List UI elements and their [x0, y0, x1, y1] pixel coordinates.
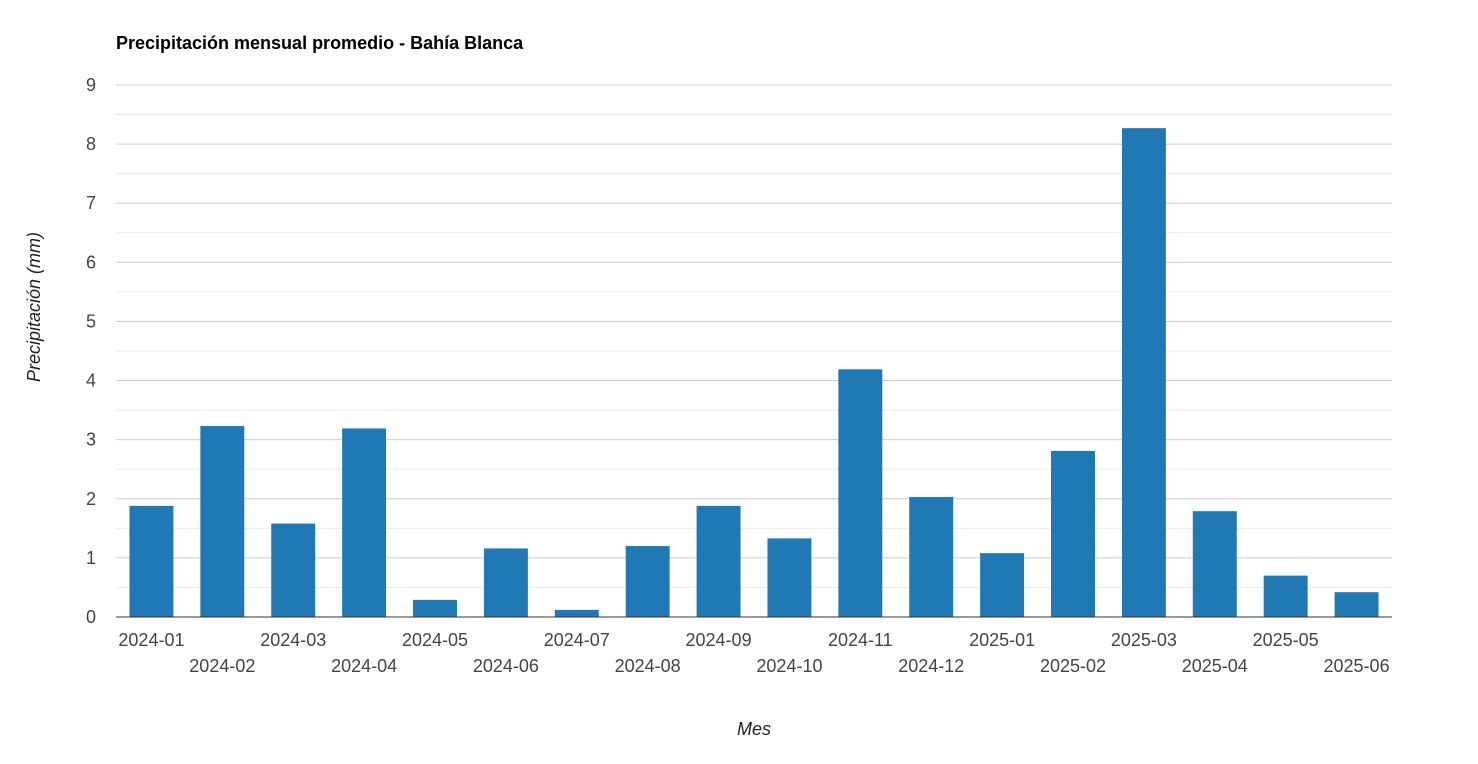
x-tick-label: 2024-11 — [828, 630, 893, 650]
x-tick-label: 2025-02 — [1040, 656, 1106, 676]
y-tick-label: 6 — [86, 252, 96, 272]
bar-2024-06 — [483, 548, 528, 617]
bars — [129, 128, 1379, 617]
y-tick-label: 8 — [86, 134, 96, 154]
y-tick-label: 5 — [86, 311, 96, 331]
x-tick-label: 2024-08 — [615, 656, 681, 676]
y-tick-label: 2 — [86, 489, 96, 509]
x-tick-labels: 2024-012024-022024-032024-042024-052024-… — [118, 630, 1389, 676]
x-tick-label: 2025-06 — [1324, 656, 1390, 676]
y-tick-label: 9 — [86, 75, 96, 95]
bar-2024-09 — [696, 505, 741, 617]
bar-2024-10 — [767, 538, 812, 617]
x-tick-label: 2024-06 — [473, 656, 539, 676]
y-tick-label: 1 — [86, 548, 96, 568]
x-tick-label: 2025-05 — [1253, 630, 1319, 650]
bar-2025-06 — [1334, 592, 1379, 617]
x-axis-label: Mes — [737, 719, 771, 739]
x-tick-label: 2024-07 — [544, 630, 610, 650]
chart-title: Precipitación mensual promedio - Bahía B… — [116, 33, 524, 53]
grid-lines — [116, 84, 1392, 588]
bar-2025-02 — [1051, 450, 1095, 617]
x-tick-label: 2024-04 — [331, 656, 397, 676]
bar-2024-12 — [909, 497, 954, 617]
y-tick-label: 4 — [86, 371, 96, 391]
y-tick-label: 7 — [86, 193, 96, 213]
x-tick-label: 2025-04 — [1182, 656, 1248, 676]
bar-2024-03 — [271, 523, 316, 617]
bar-2024-05 — [413, 599, 457, 617]
x-tick-label: 2024-02 — [189, 656, 255, 676]
x-tick-label: 2024-12 — [898, 656, 964, 676]
bar-2024-02 — [200, 426, 245, 617]
x-tick-label: 2024-10 — [756, 656, 822, 676]
x-tick-label: 2024-03 — [260, 630, 326, 650]
y-tick-label: 3 — [86, 430, 96, 450]
bar-2024-11 — [838, 369, 883, 617]
bar-2025-01 — [980, 553, 1025, 617]
x-tick-label: 2025-01 — [969, 630, 1035, 650]
bar-2025-04 — [1192, 511, 1237, 617]
y-axis-label: Precipitación (mm) — [24, 232, 44, 382]
x-tick-label: 2024-05 — [402, 630, 468, 650]
bar-2025-05 — [1263, 575, 1308, 617]
bar-2024-07 — [554, 609, 599, 617]
y-tick-label: 0 — [86, 607, 96, 627]
bar-2024-01 — [129, 505, 174, 617]
bar-2025-03 — [1121, 128, 1166, 617]
x-tick-label: 2024-09 — [686, 630, 752, 650]
bar-2024-04 — [342, 428, 387, 617]
x-tick-label: 2025-03 — [1111, 630, 1177, 650]
x-tick-label: 2024-01 — [118, 630, 184, 650]
bar-2024-08 — [625, 546, 670, 617]
y-tick-labels: 0 1 2 3 4 5 6 7 8 9 — [86, 75, 96, 627]
